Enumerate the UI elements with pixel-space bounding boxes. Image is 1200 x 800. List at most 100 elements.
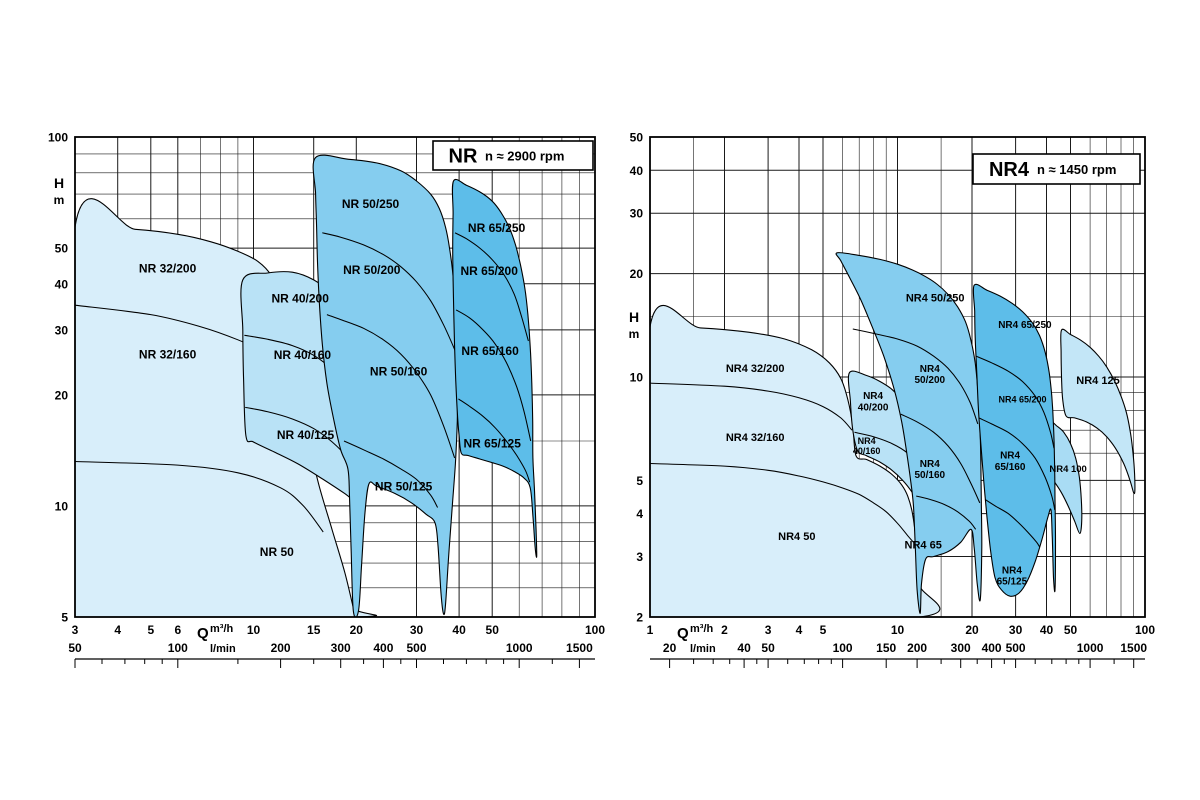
- x-axis-tick-lmin: 500: [1006, 641, 1026, 655]
- y-axis-tick-label: 40: [55, 277, 69, 291]
- series-label-red: NR 50: [260, 545, 294, 559]
- region-label: NR 32/200: [139, 262, 197, 276]
- region-label: NR4 65/125: [997, 566, 1028, 588]
- x-axis-tick-m3h: 2: [721, 623, 728, 637]
- x-axis-label: Q: [197, 625, 209, 642]
- x-axis-tick-m3h: 10: [891, 623, 905, 637]
- region-label: NR4 65/250: [998, 320, 1052, 331]
- impeller-range-divider: [343, 440, 439, 508]
- impeller-range-divider: [975, 355, 1055, 449]
- region-label: NR 65/250: [468, 221, 526, 235]
- chart-nr4: NR4 32/200 NR4 32/160 NR4 40/200 NR4 40/160 NR…: [629, 131, 1155, 668]
- x-axis-tick-m3h: 4: [114, 623, 121, 637]
- region-label: NR4 50/160: [915, 459, 946, 481]
- region-label: NR4 50/250: [906, 293, 965, 305]
- y-axis-tick-label: 4: [636, 507, 643, 521]
- impeller-range-divider: [650, 462, 914, 543]
- x-axis-tick-lmin: 1000: [1077, 641, 1104, 655]
- x-axis-tick-lmin: 100: [833, 641, 853, 655]
- y-axis-tick-label: 2: [636, 611, 643, 625]
- x-axis-label: Q: [677, 625, 689, 642]
- region-label: NR 50/160: [370, 364, 428, 378]
- y-axis-tick-label: 40: [630, 164, 644, 178]
- x-axis-tick-m3h: 3: [72, 623, 79, 637]
- x-axis-unit-m3h: m³/h: [690, 623, 714, 635]
- y-axis-tick-label: 100: [48, 131, 68, 145]
- impeller-range-divider: [984, 498, 1041, 548]
- x-axis-tick-m3h: 50: [1064, 623, 1078, 637]
- x-axis-unit-lmin: l/min: [690, 643, 716, 655]
- x-axis-tick-m3h: 40: [1040, 623, 1054, 637]
- chart-speed-subtitle: n ≈ 1450 rpm: [1037, 162, 1116, 177]
- x-axis-tick-lmin: 50: [761, 641, 775, 655]
- y-axis-tick-label: 10: [55, 499, 69, 513]
- y-axis-tick-label: 20: [630, 267, 644, 281]
- x-axis-tick-m3h: 6: [174, 623, 181, 637]
- series-label-red: NR4 50: [778, 531, 815, 543]
- y-axis-label: H: [54, 175, 64, 191]
- y-axis-tick-label: 20: [55, 388, 69, 402]
- x-axis-tick-lmin: 200: [271, 641, 291, 655]
- x-axis-tick-lmin: 1500: [566, 641, 593, 655]
- x-axis-tick-lmin: 1500: [1120, 641, 1147, 655]
- x-axis-tick-lmin: 40: [737, 641, 751, 655]
- pump-region-nr4-32: [650, 305, 941, 617]
- y-axis-tick-label: 5: [636, 474, 643, 488]
- x-axis-tick-m3h: 15: [307, 623, 321, 637]
- region-label: NR 65/125: [464, 436, 522, 450]
- x-axis-tick-lmin: 400: [373, 641, 393, 655]
- impeller-range-divider: [455, 309, 532, 442]
- x-axis-tick-m3h: 30: [410, 623, 424, 637]
- x-axis-tick-m3h: 4: [796, 623, 803, 637]
- pump-region-nr-50: [312, 154, 459, 617]
- region-label: NR 50/125: [375, 480, 433, 494]
- x-axis-tick-m3h: 30: [1009, 623, 1023, 637]
- y-axis-unit: m: [629, 327, 640, 341]
- impeller-range-divider: [978, 417, 1056, 511]
- region-label: NR4 32/160: [726, 432, 785, 444]
- series-label-red: NR4 100: [1049, 464, 1087, 475]
- region-label: NR 50/200: [343, 263, 401, 277]
- chart-title-box: [972, 153, 1141, 185]
- y-axis-unit: m: [54, 193, 65, 207]
- x-axis-unit-lmin: l/min: [210, 643, 236, 655]
- y-axis-tick-label: 3: [636, 550, 643, 564]
- x-axis-tick-m3h: 40: [452, 623, 466, 637]
- y-axis-tick-label: 5: [61, 611, 68, 625]
- y-axis-tick-label: 30: [55, 323, 69, 337]
- plot-border: [74, 136, 596, 618]
- impeller-range-divider: [454, 232, 529, 342]
- x-axis-tick-m3h: 20: [965, 623, 979, 637]
- x-axis-tick-m3h: 5: [820, 623, 827, 637]
- region-label: NR 50/250: [342, 197, 400, 211]
- pump-region-nr4-125: [1060, 328, 1136, 495]
- x-axis-tick-lmin: 500: [406, 641, 426, 655]
- impeller-range-divider: [322, 232, 457, 354]
- impeller-range-divider: [458, 398, 531, 483]
- x-axis-unit-m3h: m³/h: [210, 623, 234, 635]
- x-axis-tick-lmin: 150: [876, 641, 896, 655]
- x-axis-tick-lmin: 1000: [506, 641, 533, 655]
- region-label: NR4 50/200: [915, 364, 946, 386]
- x-axis-tick-lmin: 50: [68, 641, 82, 655]
- region-label: NR4 65/200: [998, 395, 1046, 405]
- x-axis-tick-m3h: 10: [247, 623, 261, 637]
- impeller-range-divider: [75, 460, 324, 533]
- region-label: NR 32/160: [139, 347, 197, 361]
- pump-region-nr4-65: [972, 283, 1057, 597]
- region-label: NR 40/160: [274, 348, 332, 362]
- series-label-red: NR4 125: [1076, 375, 1119, 387]
- chart-title-box: [432, 140, 594, 171]
- series-label-red: NR4 65: [905, 540, 942, 552]
- chart-title: NR4: [989, 159, 1030, 181]
- chart-nr: NR 32/200 NR 32/160 NR 40/200 NR 40/160 NR 4…: [48, 131, 605, 668]
- region-label: NR 40/125: [277, 428, 335, 442]
- x-axis-tick-m3h: 1: [647, 623, 654, 637]
- chart-title: NR: [449, 146, 478, 168]
- region-label: NR 65/200: [461, 264, 519, 278]
- x-axis-tick-lmin: 300: [951, 641, 971, 655]
- y-axis-label: H: [629, 309, 639, 325]
- impeller-range-divider: [900, 413, 981, 504]
- region-label: NR 40/200: [272, 292, 330, 306]
